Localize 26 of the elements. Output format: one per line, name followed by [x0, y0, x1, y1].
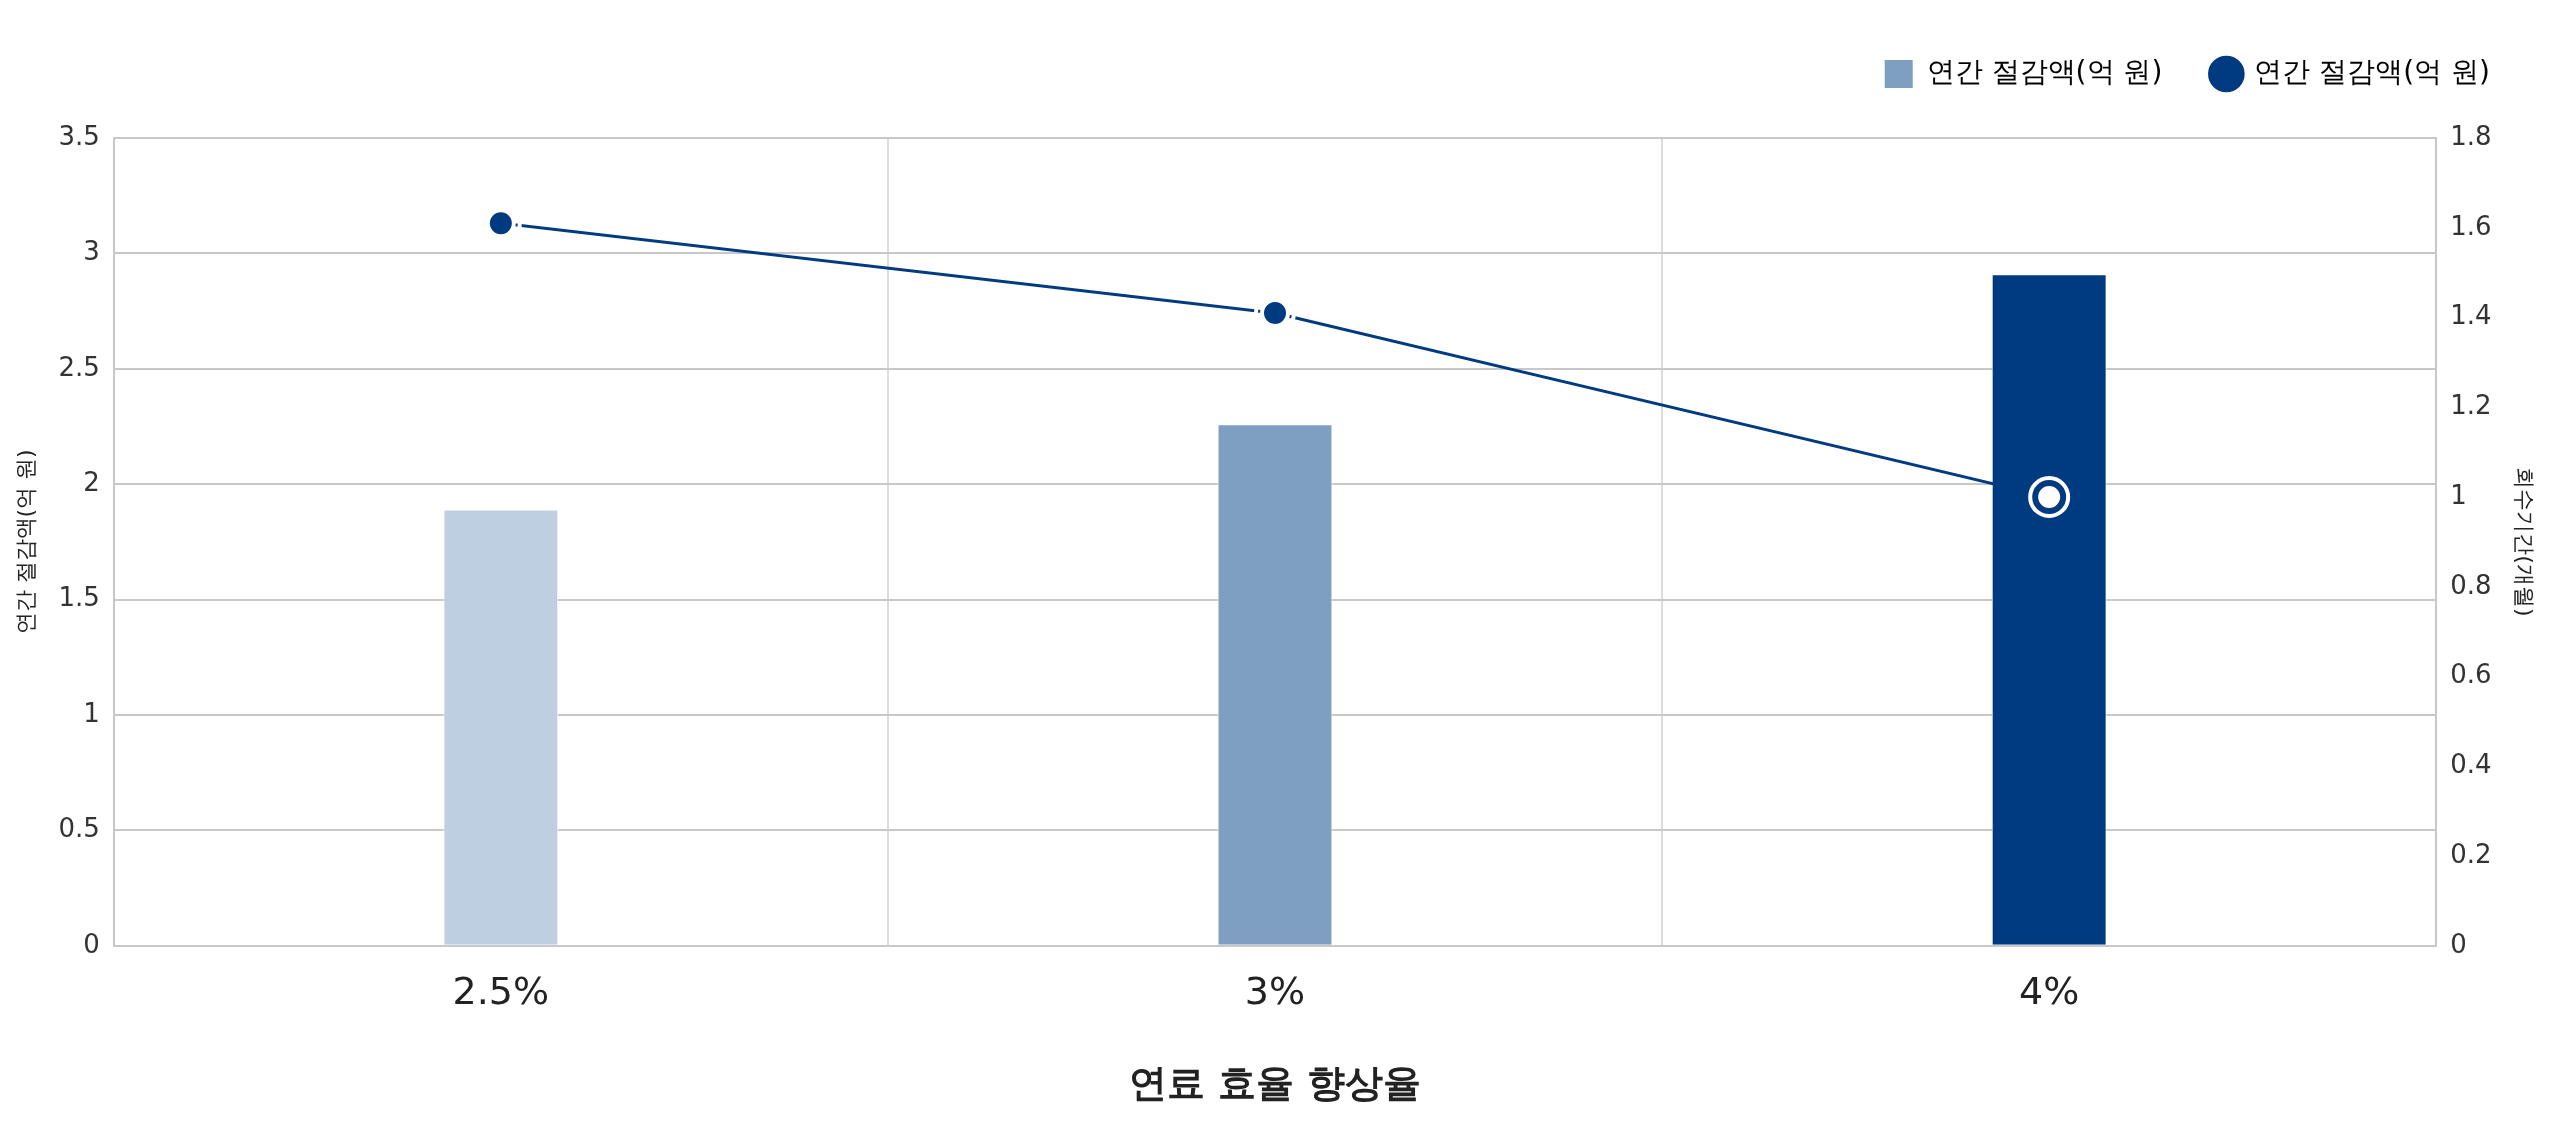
y2-tick-label: 1 — [2450, 479, 2467, 510]
y2-axis-title: 회수기간(개월) — [2512, 467, 2538, 617]
y2-tick-label: 1.2 — [2450, 390, 2492, 421]
y-tick-label: 3 — [83, 236, 100, 267]
legend-label: 연간 절감액(억 원) — [2254, 55, 2491, 89]
y-tick-label: 1.5 — [58, 582, 100, 613]
y-tick-label: 2 — [83, 466, 100, 497]
y2-tick-label: 1.8 — [2450, 120, 2492, 151]
y-tick-label: 3.5 — [58, 120, 100, 151]
y-tick-label: 2.5 — [58, 351, 100, 382]
y2-tick-label: 0.2 — [2450, 838, 2492, 869]
x-axis-title: 연료 효율 향상율 — [1128, 1061, 1422, 1106]
y-tick-label: 0.5 — [58, 813, 100, 844]
y2-tick-label: 0.4 — [2450, 749, 2492, 780]
x-tick-label: 3% — [1244, 969, 1306, 1014]
x-tick-label: 2.5% — [452, 969, 550, 1014]
y2-tick-label: 1.4 — [2450, 300, 2492, 331]
y-tick-label: 1 — [83, 697, 100, 728]
y2-tick-label: 0.8 — [2450, 569, 2492, 600]
x-tick-label: 4% — [2019, 969, 2080, 1014]
y2-tick-label: 0 — [2450, 928, 2467, 959]
legend-label: 연간 절감액(억 원) — [1926, 55, 2163, 89]
y-axis-title: 연간 절감액(억 원) — [12, 449, 38, 635]
y-tick-label: 0 — [83, 928, 100, 959]
y2-tick-label: 1.6 — [2450, 210, 2492, 241]
y2-tick-label: 0.6 — [2450, 659, 2492, 690]
